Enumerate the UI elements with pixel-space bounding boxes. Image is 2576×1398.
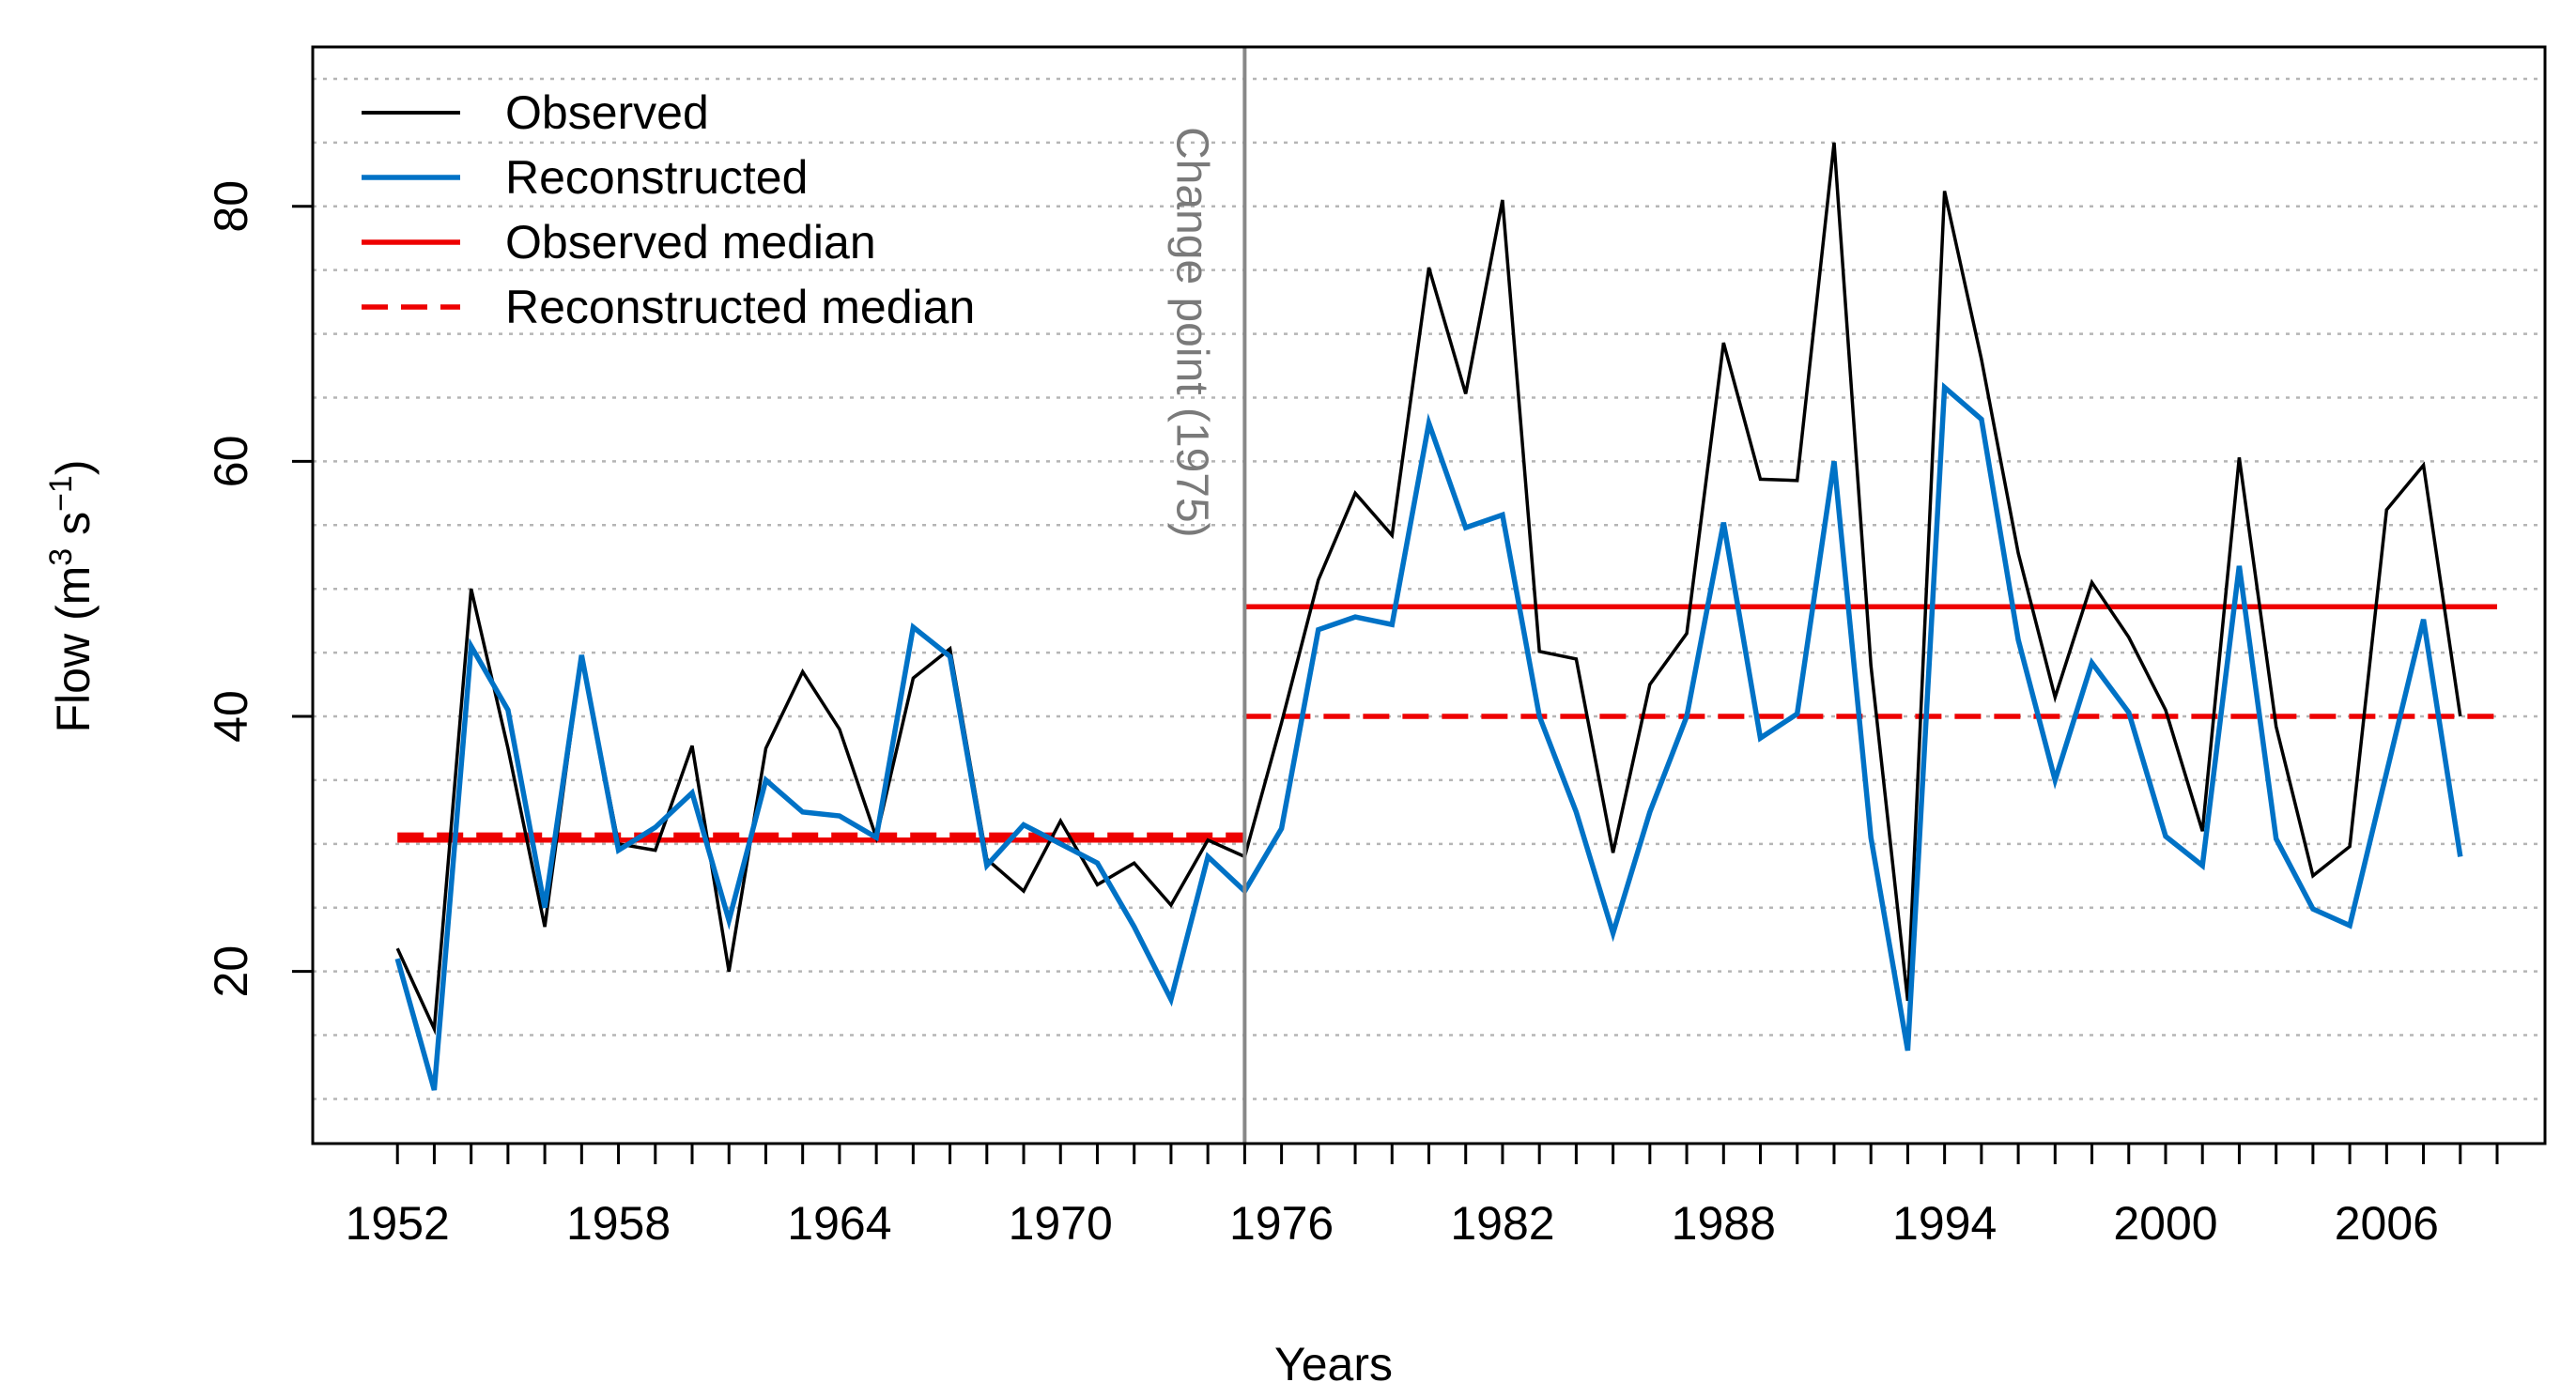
legend-label: Observed [505,86,709,139]
observed-series-line [395,142,2462,1036]
x-tick-label: 1970 [1009,1197,1113,1250]
x-tick-label: 1958 [566,1197,671,1250]
legend-label: Reconstructed median [505,281,975,333]
x-tick-label: 1964 [787,1197,891,1250]
x-tick-label: 1982 [1450,1197,1554,1250]
axes: 1952 1958 1964 1970 1976 1982 1988 1994 2000 2006… [205,180,2499,1250]
x-axis-title: Years [1274,1338,1393,1390]
data-series [394,142,2463,1091]
legend-label: Reconstructed [505,151,808,204]
legend-label: Observed median [505,216,876,269]
y-tick-label: 40 [205,690,257,743]
reconstructed-series-line [394,381,2463,1091]
x-tick-label: 2006 [2335,1197,2439,1250]
median-lines [397,604,2498,843]
y-title-suffix: ) [47,459,100,475]
y-title-sup1: 3 [43,548,79,566]
y-axis-title: Flow (m3 s−1) [43,459,100,732]
change-point-marker: Change point (1975) [1166,47,1247,1144]
y-tick-label: 80 [205,180,257,233]
legend: Observed Reconstructed Observed median Reco… [362,86,975,333]
x-tick-label: 1988 [1672,1197,1776,1250]
change-point-label: Change point (1975) [1166,127,1216,538]
y-title-mid: s [47,512,100,548]
y-tick-label: 60 [205,436,257,488]
x-tick-label: 2000 [2113,1197,2217,1250]
y-title-prefix: Flow (m [47,566,100,733]
y-title-sup2: −1 [43,475,79,512]
x-tick-label: 1976 [1229,1197,1334,1250]
x-tick-label: 1952 [346,1197,450,1250]
y-tick-label: 20 [205,945,257,998]
x-tick-label: 1994 [1892,1197,1997,1250]
